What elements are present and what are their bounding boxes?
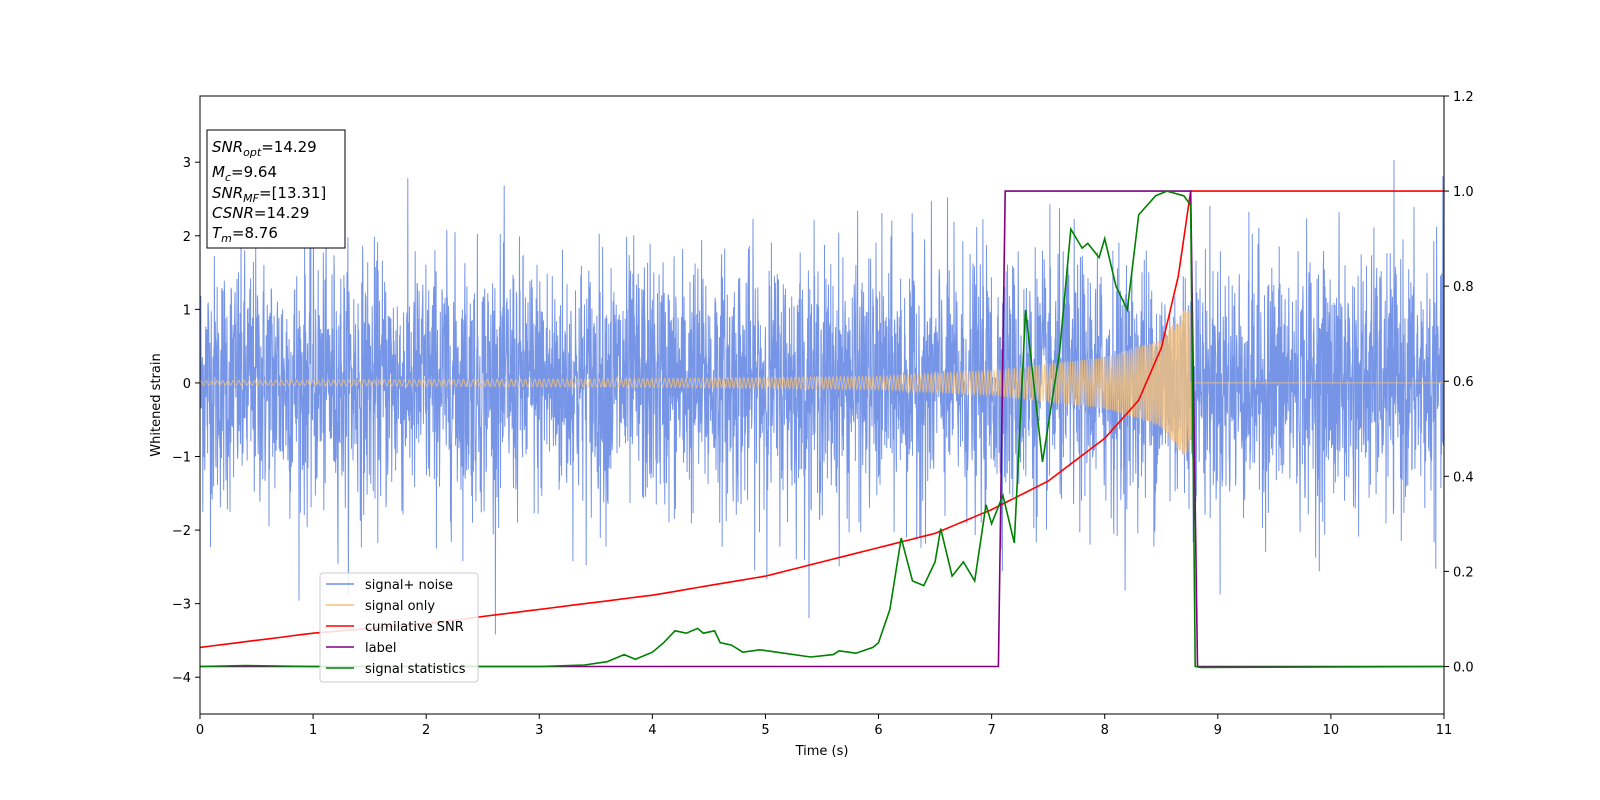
series-cumulative-snr — [200, 190, 1444, 649]
info-box-frame — [206, 129, 346, 249]
y-tick-label: 2 — [183, 230, 191, 245]
info-box: SNRopt=14.29 Mc=9.64 SNRMF=[13.31] CSNR=… — [206, 129, 346, 249]
legend-label-signal-only: signal only — [365, 599, 435, 614]
y-tick-label: 0 — [183, 377, 191, 392]
y-tick-label: 1 — [183, 303, 191, 318]
info-tm: Tm=8.76 — [212, 224, 278, 245]
y-tick-label: −3 — [172, 598, 191, 613]
y2-tick-label: 0.0 — [1453, 660, 1474, 675]
x-tick-label: 10 — [1323, 723, 1340, 738]
series-signal-noise — [200, 160, 1444, 635]
x-tick-label: 7 — [987, 723, 995, 738]
info-snr-mf: SNRMF=[13.31] — [212, 184, 326, 205]
y2-tick-label: 0.6 — [1453, 375, 1474, 390]
y2-tick-label: 0.8 — [1453, 280, 1474, 295]
x-axis-label: Time (s) — [795, 744, 849, 759]
legend-label-signal-noise: signal+ noise — [365, 578, 453, 593]
series-signal-only — [200, 309, 1444, 457]
y2-tick-label: 0.2 — [1453, 565, 1474, 580]
axes-layer: 0 1 2 3 4 5 6 7 8 9 10 11 −4 −3 −2 −1 0 1 2 3 0.0 0.2 0.4 0.6 0.… — [172, 90, 1474, 738]
legend-label-signal-statistics: signal statistics — [365, 662, 466, 677]
info-csnr: CSNR=14.29 — [212, 204, 309, 222]
y-tick-label: 3 — [183, 156, 191, 171]
info-snr-opt: SNRopt=14.29 — [212, 138, 317, 159]
y-tick-label: −4 — [172, 671, 191, 686]
legend: signal+ noise signal only cumilative SNR… — [319, 572, 479, 683]
x-tick-label: 1 — [309, 723, 317, 738]
x-tick-label: 2 — [422, 723, 430, 738]
legend-label-cumulative-snr: cumilative SNR — [365, 620, 464, 635]
y2-tick-label: 1.2 — [1453, 90, 1474, 105]
x-tick-label: 3 — [535, 723, 543, 738]
y-tick-label: −2 — [172, 524, 191, 539]
x-tick-label: 11 — [1436, 723, 1453, 738]
x-tick-label: 9 — [1214, 723, 1222, 738]
series-layer — [200, 160, 1444, 669]
series-signal-statistics — [200, 190, 1444, 669]
x-tick-label: 5 — [761, 723, 769, 738]
x-tick-label: 0 — [196, 723, 204, 738]
plot-frame — [199, 95, 1445, 715]
info-mc: Mc=9.64 — [212, 163, 277, 184]
legend-label-label: label — [365, 641, 396, 656]
y-axis-label: Whitened strain — [149, 353, 164, 456]
x-tick-label: 6 — [874, 723, 882, 738]
x-tick-label: 4 — [648, 723, 656, 738]
y2-tick-label: 1.0 — [1453, 185, 1474, 200]
x-tick-label: 8 — [1101, 723, 1109, 738]
y-tick-label: −1 — [172, 451, 191, 466]
y2-tick-label: 0.4 — [1453, 470, 1474, 485]
legend-frame — [319, 572, 479, 683]
